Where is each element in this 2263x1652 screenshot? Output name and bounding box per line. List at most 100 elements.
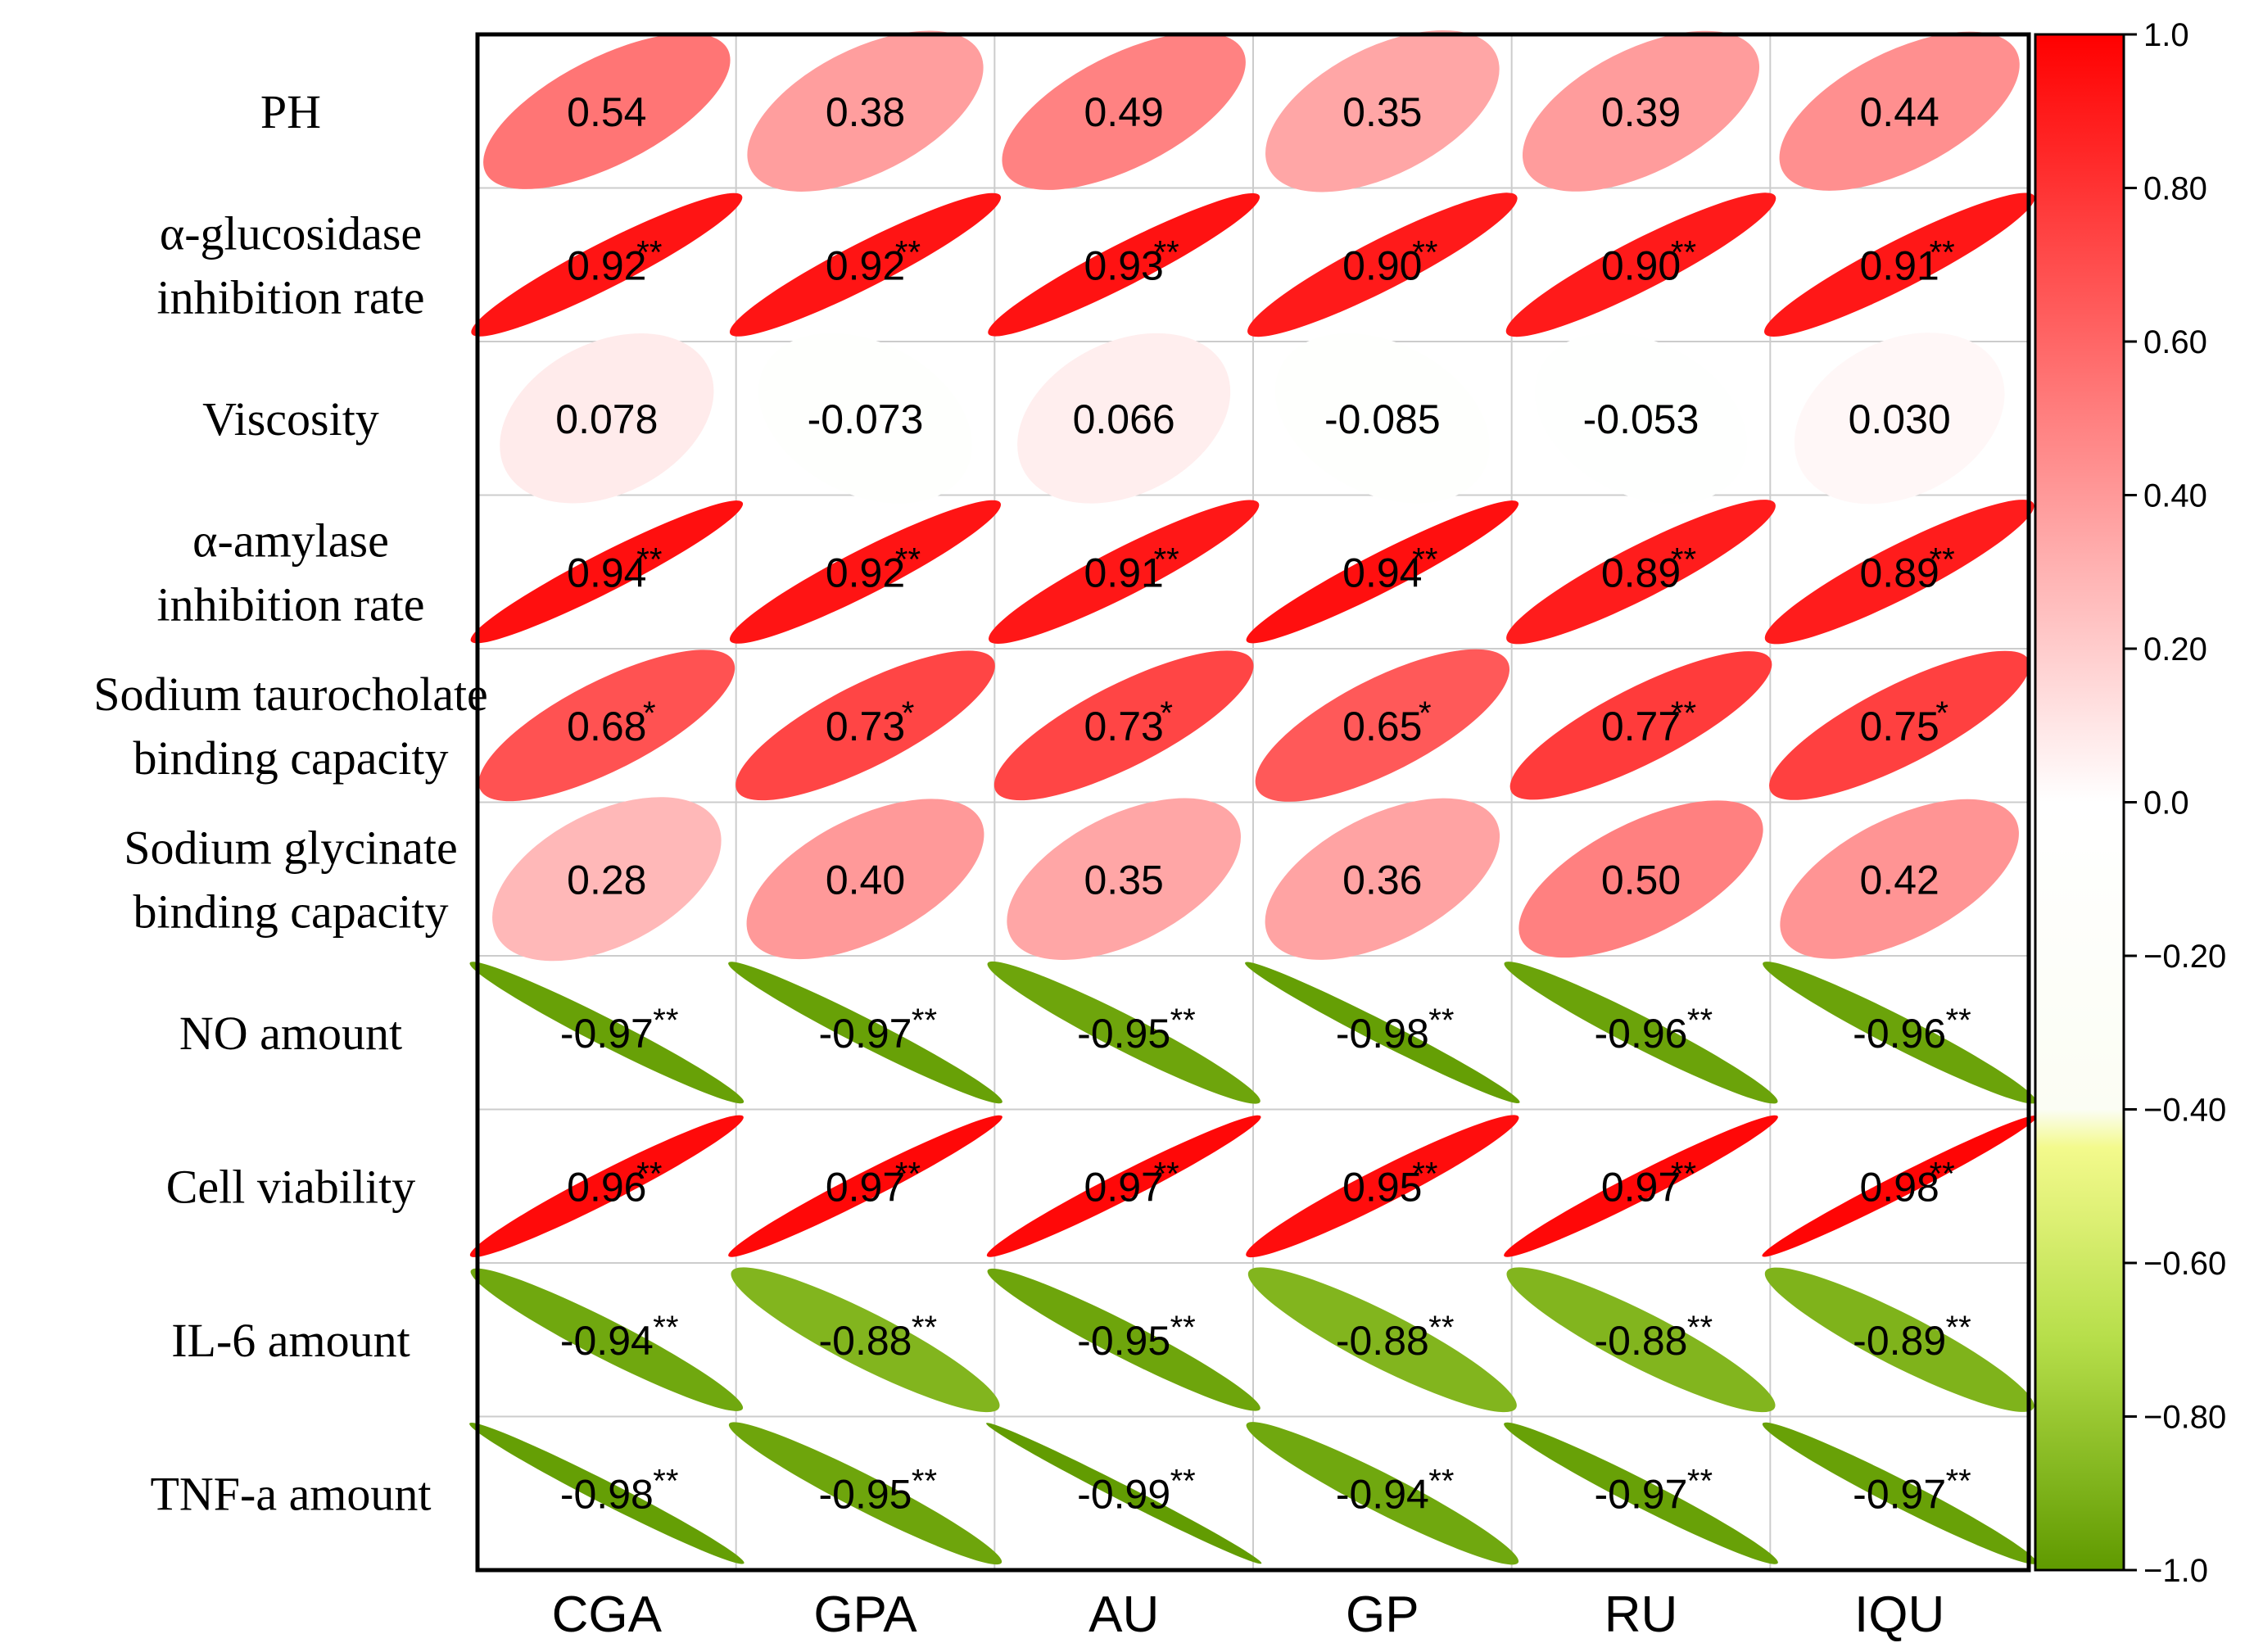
correlation-ellipse [986,1423,1262,1564]
correlation-ellipse [1002,32,1246,190]
cell-2-2: 0.066 [1017,333,1231,504]
cell-6-2: -0.95 ** [987,961,1260,1104]
significance-mark: ** [1687,1310,1713,1346]
correlation-value: -0.085 [1324,396,1441,442]
correlation-ellipse [1265,29,1500,192]
correlation-ellipse [469,1115,744,1257]
correlation-value: 0.36 [1342,857,1422,903]
correlation-ellipse [1522,30,1760,192]
colorbar-tick-label: −1.0 [2143,1553,2208,1589]
correlation-value: 0.90 [1342,242,1422,288]
correlation-ellipse [1762,1422,2037,1564]
correlation-value: -0.88 [1595,1318,1688,1364]
correlation-ellipse [728,1422,1003,1565]
correlation-ellipse [1779,31,2020,191]
row-label-line: Sodium taurocholate [93,668,488,721]
cell-7-3: 0.95** [1246,1115,1519,1258]
correlation-value: 0.38 [826,89,905,135]
correlation-ellipse [986,1115,1261,1257]
cell-5-5: 0.42 [1780,799,2019,959]
cell-8-4: -0.88 ** [1506,1267,1776,1413]
correlation-value: 0.97 [1601,1164,1681,1210]
correlation-ellipse [1255,649,1510,802]
significance-mark: ** [1930,541,1955,577]
cell-7-0: 0.96** [469,1115,744,1257]
correlation-ellipse [469,962,745,1104]
cell-3-0: 0.94** [470,500,744,644]
correlation-ellipse [1246,1422,1519,1565]
correlation-ellipse [1504,1115,1778,1257]
colorbar [2034,33,2125,1572]
cell-2-1: -0.073 [758,333,972,504]
significance-mark: * [902,695,915,731]
colorbar-tick-label: 0.40 [2143,478,2207,514]
cell-2-3: -0.085 [1274,333,1490,504]
correlation-ellipse [987,961,1260,1104]
significance-mark: ** [1671,695,1696,731]
significance-mark: * [1160,695,1173,731]
significance-mark: ** [1154,1156,1179,1192]
correlation-value: 0.91 [1860,242,1939,288]
row-label: NO amount [179,1007,402,1060]
correlation-ellipse [987,1268,1260,1411]
correlation-value: -0.94 [1336,1471,1429,1517]
correlation-value: 0.73 [1084,704,1164,749]
correlation-ellipse [1265,798,1500,960]
cell-1-2: 0.93** [988,192,1260,337]
row-label: Viscosity [202,392,379,446]
cell-5-3: 0.36 [1265,798,1500,960]
correlation-value: -0.96 [1853,1011,1946,1057]
correlation-value: -0.99 [1077,1471,1170,1517]
significance-mark: ** [912,1310,937,1346]
correlation-ellipse [1247,1267,1517,1413]
column-label: GP [1346,1586,1419,1643]
significance-mark: ** [1671,541,1696,577]
significance-mark: ** [636,1156,662,1192]
column-label: AU [1089,1586,1159,1643]
correlation-value: 0.90 [1601,242,1681,288]
significance-mark: ** [1412,234,1437,270]
significance-mark: ** [653,1310,678,1346]
cell-1-0: 0.92** [471,192,743,337]
correlation-ellipse [729,192,1002,337]
significance-mark: ** [1687,1003,1713,1039]
significance-mark: ** [653,1463,678,1499]
correlation-ellipse [989,500,1260,644]
correlation-ellipse [1769,650,2030,800]
row-label: α-amylase inhibition rate [157,514,425,631]
cell-8-2: -0.95 ** [987,1268,1260,1411]
cell-9-5: -0.97 ** [1762,1422,2037,1564]
correlation-value: 0.44 [1860,89,1939,135]
colorbar-tick-label: −0.40 [2143,1093,2226,1129]
correlation-value: 0.96 [567,1164,646,1210]
correlation-ellipse [1506,500,1776,645]
row-label: Sodium glycinate binding capacity [124,821,458,938]
cell-2-4: -0.053 [1535,333,1747,504]
row-label-line: NO amount [179,1007,402,1060]
cell-7-2: 0.97** [986,1115,1261,1257]
colorbar-tick-label: 0.20 [2143,631,2207,668]
correlation-value: 0.77 [1601,704,1681,749]
correlation-value: 0.35 [1342,89,1422,135]
correlation-ellipse [1007,798,1241,961]
cell-5-4: 0.50 [1518,800,1763,958]
row-label-line: Sodium glycinate [124,821,458,874]
correlation-ellipse [1518,800,1763,958]
correlation-ellipse [1794,333,2005,505]
cell-0-1: 0.38 [747,30,984,192]
significance-mark: ** [912,1463,937,1499]
correlation-value: 0.95 [1342,1164,1422,1210]
cell-7-1: 0.97** [728,1115,1003,1257]
correlation-value: 0.92 [826,242,905,288]
correlation-value: 0.97 [826,1164,905,1210]
significance-mark: ** [1930,234,1955,270]
significance-mark: ** [1671,234,1696,270]
cell-5-1: 0.40 [746,799,984,960]
row-label-line: PH [260,85,321,138]
row-label-line: inhibition rate [157,270,425,324]
correlation-ellipse [758,333,972,504]
correlation-ellipse [1780,799,2019,959]
correlation-ellipse [1504,1422,1778,1564]
cell-1-1: 0.92** [729,192,1002,337]
